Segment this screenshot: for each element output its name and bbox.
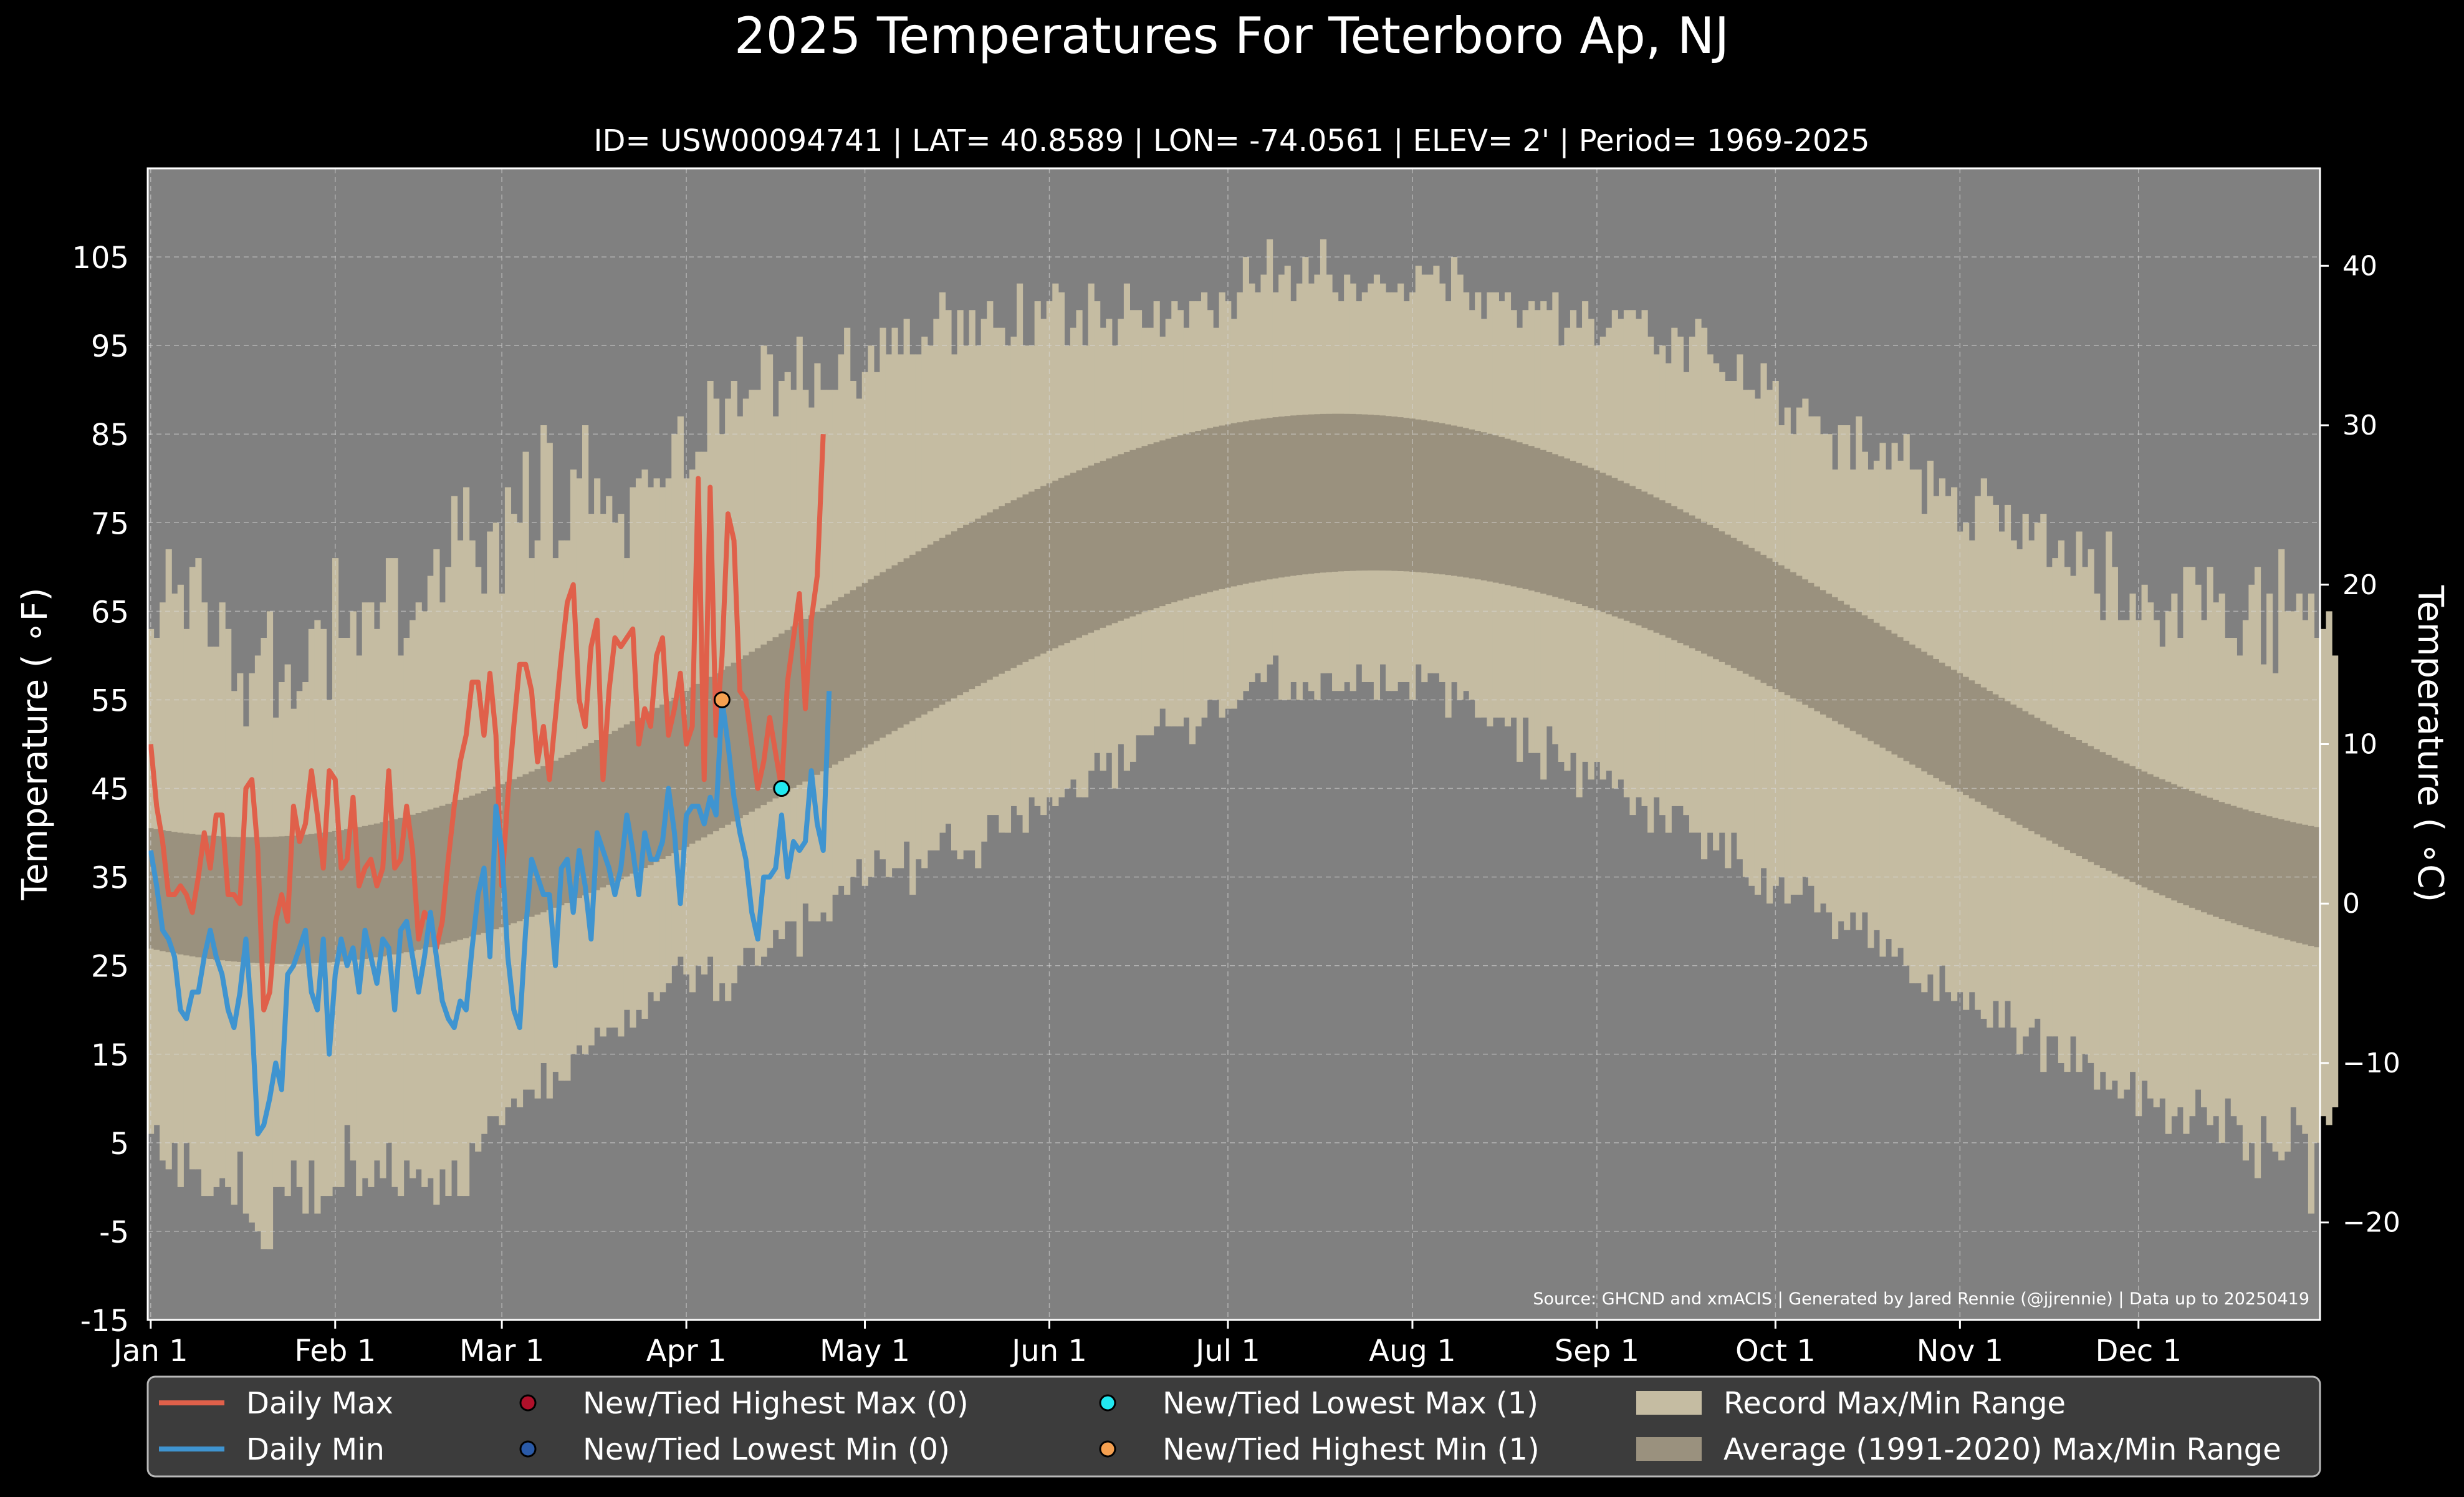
- y-axis-left: 105 95 85 75 65 55 45 35 25 15 5 -5 -15: [72, 241, 129, 1339]
- x-tick-label: Dec 1: [2095, 1334, 2182, 1369]
- new-lowest-max-marker: [773, 780, 790, 797]
- legend-label: Daily Max: [246, 1386, 393, 1421]
- x-tick-label: Feb 1: [294, 1334, 376, 1369]
- y-tick-label-right: 0: [2342, 888, 2360, 920]
- record-range-bar: [582, 425, 589, 1054]
- y-tick-label: -5: [99, 1215, 129, 1250]
- x-tick-label: Jul 1: [1194, 1334, 1260, 1369]
- y-tick-label: 105: [72, 241, 129, 276]
- y-tick-label: 35: [91, 861, 129, 896]
- x-tick-label: May 1: [820, 1334, 910, 1369]
- daily-max-line: [148, 434, 826, 1013]
- y-tick-label-right: −10: [2342, 1047, 2400, 1079]
- y-tick-label-right: 20: [2342, 569, 2377, 601]
- record-range-bar: [2326, 611, 2332, 1125]
- legend-swatch-dot: [1099, 1440, 1116, 1458]
- y-tick-label: 55: [91, 683, 129, 718]
- y-tick-label-right: 10: [2342, 729, 2377, 761]
- y-tick-label: 5: [110, 1127, 129, 1162]
- x-tick-label: Apr 1: [646, 1334, 727, 1369]
- y-tick-label: 25: [91, 950, 129, 984]
- x-tick-label: Sep 1: [1555, 1334, 1639, 1369]
- daily-min-line: [148, 691, 832, 1137]
- y-tick-label: 95: [91, 329, 129, 364]
- legend-label: New/Tied Lowest Max (1): [1162, 1386, 1538, 1421]
- legend-label: New/Tied Highest Max (0): [583, 1386, 969, 1421]
- record-range-bar: [522, 451, 529, 1090]
- y-tick-label: 85: [91, 418, 129, 453]
- record-range-bar: [707, 381, 714, 957]
- legend-label: Average (1991-2020) Max/Min Range: [1723, 1432, 2281, 1467]
- y-tick-label: 45: [91, 773, 129, 807]
- legend-swatch-patch: [1636, 1437, 1702, 1461]
- legend-label: Daily Min: [246, 1432, 385, 1467]
- legend-swatch-patch: [1636, 1391, 1702, 1415]
- chart-title: 2025 Temperatures For Teterboro Ap, NJ: [734, 7, 1729, 65]
- y-axis-right: 40 30 20 10 0 −10 −20: [2320, 250, 2400, 1239]
- chart-subtitle: ID= USW00094741 | LAT= 40.8589 | LON= -7…: [593, 123, 1869, 158]
- average-range-band: [148, 413, 2320, 964]
- source-note: Source: GHCND and xmACIS | Generated by …: [1533, 1289, 2309, 1309]
- legend-label: New/Tied Highest Min (1): [1162, 1432, 1540, 1467]
- record-range-bar: [2332, 655, 2339, 1107]
- x-tick-label: Mar 1: [459, 1334, 544, 1369]
- y-tick-label-right: −20: [2342, 1207, 2400, 1239]
- y-tick-label: 15: [91, 1038, 129, 1073]
- x-tick-label: Jun 1: [1010, 1334, 1087, 1369]
- new-highest-min-marker: [713, 691, 731, 708]
- x-axis: Jan 1 Feb 1 Mar 1 Apr 1 May 1 Jun 1 Jul 1 Aug 1…: [112, 1320, 2182, 1369]
- x-tick-label: Nov 1: [1917, 1334, 2003, 1369]
- x-tick-label: Oct 1: [1735, 1334, 1816, 1369]
- grid-lines: [148, 168, 2320, 1320]
- legend-swatch-dot: [519, 1440, 537, 1458]
- y-axis-label-left: Temperature ( ∘F): [15, 587, 55, 900]
- y-axis-label-right: Temperature ( ∘C): [2410, 585, 2450, 902]
- legend-label: Record Max/Min Range: [1723, 1386, 2066, 1421]
- y-tick-label: 75: [91, 506, 129, 541]
- legend-swatch-dot: [1099, 1394, 1116, 1412]
- y-tick-label: -15: [80, 1304, 129, 1339]
- legend-swatch-dot: [519, 1394, 537, 1412]
- y-tick-label: 65: [91, 595, 129, 630]
- x-tick-label: Jan 1: [112, 1334, 188, 1369]
- record-range-bar: [2320, 628, 2327, 1117]
- y-tick-label-right: 30: [2342, 410, 2377, 441]
- legend-label: New/Tied Lowest Min (0): [583, 1432, 950, 1467]
- legend: Daily Max Daily Min New/Tied Highest Max (…: [146, 1375, 2321, 1478]
- legend-box: [146, 1375, 2321, 1478]
- x-tick-label: Aug 1: [1369, 1334, 1456, 1369]
- y-tick-label-right: 40: [2342, 250, 2377, 282]
